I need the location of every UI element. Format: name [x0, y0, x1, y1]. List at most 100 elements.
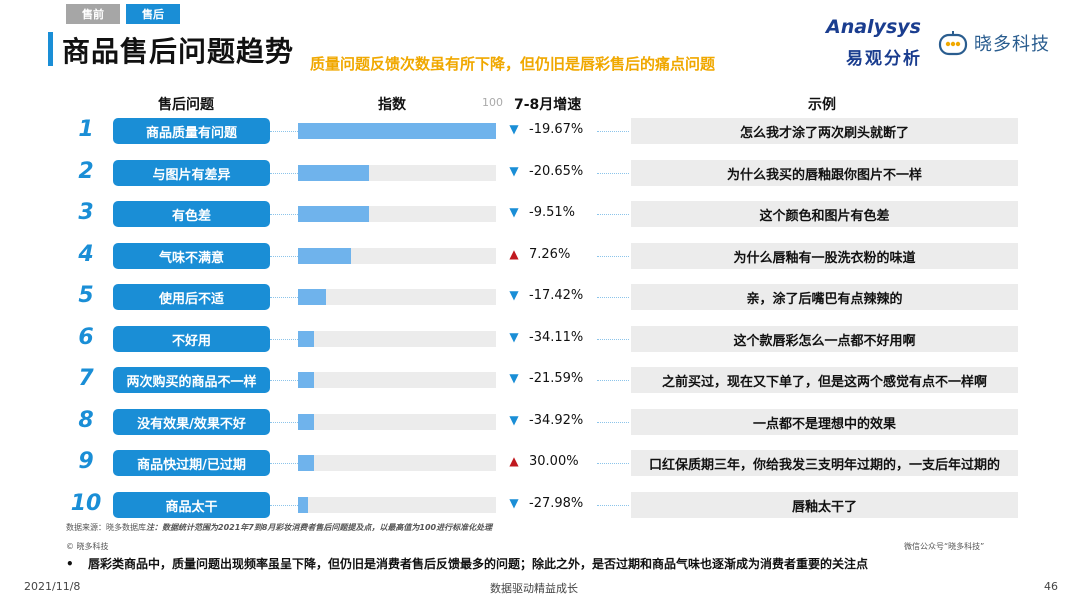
- rank-number: 10: [70, 491, 102, 516]
- index-bar: [298, 289, 326, 305]
- section-tabs: 售前 售后: [66, 4, 180, 24]
- rank-number: 3: [78, 200, 94, 225]
- leader-line: [270, 463, 298, 464]
- growth-value: -20.65%: [529, 164, 584, 179]
- column-header-example: 示例: [808, 97, 836, 113]
- bar-track: [298, 372, 496, 388]
- analysys-logo: Analysys 易观分析: [826, 16, 930, 72]
- leader-line: [270, 380, 298, 381]
- leader-line: [270, 339, 298, 340]
- growth-value: -34.11%: [529, 330, 584, 345]
- bar-track: [298, 206, 496, 222]
- report-date: 2021/11/8: [24, 580, 81, 593]
- source-note: 注：数据统计范围为2021年7到8月彩妆消费者售后问题提及点，以最高值为100进…: [146, 523, 493, 532]
- growth-value: -19.67%: [529, 122, 584, 137]
- index-bar: [298, 414, 314, 430]
- bar-track: [298, 248, 496, 264]
- leader-line: [597, 297, 629, 298]
- leader-line: [270, 505, 298, 506]
- issue-label-button[interactable]: 有色差: [113, 201, 270, 227]
- data-source: 数据来源：晓多数据库注：数据统计范围为2021年7到8月彩妆消费者售后问题提及点…: [66, 522, 492, 533]
- leader-line: [597, 256, 629, 257]
- headline: 质量问题反馈次数虽有所下降，但仍旧是唇彩售后的痛点问题: [310, 55, 716, 73]
- axis-max-label: 100: [482, 96, 503, 109]
- xiaoduo-logo-text: 晓多科技: [974, 34, 1050, 55]
- index-bar: [298, 331, 314, 347]
- index-bar: [298, 206, 370, 222]
- summary-bullet: • 唇彩类商品中，质量问题出现频率虽呈下降，但仍旧是消费者售后反馈最多的问题；除此…: [66, 555, 868, 572]
- robot-icon: [938, 31, 968, 56]
- wechat-account: 微信公众号“晓多科技”: [904, 542, 985, 551]
- xiaoduo-logo: 晓多科技: [938, 30, 1050, 56]
- rank-number: 1: [78, 117, 94, 142]
- example-quote: 这个颜色和图片有色差: [631, 201, 1018, 227]
- summary-text: 唇彩类商品中，质量问题出现频率虽呈下降，但仍旧是消费者售后反馈最多的问题；除此之…: [88, 557, 869, 571]
- analysys-logo-cn: 易观分析: [846, 49, 922, 69]
- leader-line: [270, 214, 298, 215]
- growth-value: 30.00%: [529, 454, 579, 469]
- trend-up-icon: ▲: [509, 454, 519, 468]
- index-bar: [298, 123, 496, 139]
- trend-down-icon: ▼: [509, 330, 519, 344]
- bar-track: [298, 123, 496, 139]
- leader-line: [270, 256, 298, 257]
- leader-line: [270, 173, 298, 174]
- bar-track: [298, 165, 496, 181]
- example-quote: 为什么唇釉有一股洗衣粉的味道: [631, 243, 1018, 269]
- index-bar: [298, 372, 314, 388]
- leader-line: [597, 339, 629, 340]
- growth-value: -17.42%: [529, 288, 584, 303]
- issue-label-button[interactable]: 两次购买的商品不一样: [113, 367, 270, 393]
- rank-number: 9: [78, 449, 94, 474]
- index-bar: [298, 248, 352, 264]
- growth-value: -27.98%: [529, 496, 584, 511]
- example-quote: 这个款唇彩怎么一点都不好用啊: [631, 326, 1018, 352]
- growth-value: -9.51%: [529, 205, 575, 220]
- rank-number: 7: [78, 366, 94, 391]
- bar-track: [298, 331, 496, 347]
- leader-line: [597, 173, 629, 174]
- tab-presale[interactable]: 售前: [66, 4, 120, 24]
- source-label: 数据来源：晓多数据库: [66, 523, 146, 532]
- trend-down-icon: ▼: [509, 288, 519, 302]
- issue-label-button[interactable]: 气味不满意: [113, 243, 270, 269]
- page-number: 46: [1044, 580, 1058, 593]
- analysys-logo-word: Analysys: [826, 16, 921, 38]
- trend-down-icon: ▼: [509, 122, 519, 136]
- column-header-issue: 售后问题: [158, 97, 214, 113]
- leader-line: [597, 131, 629, 132]
- issue-label-button[interactable]: 商品质量有问题: [113, 118, 270, 144]
- copyright: © 晓多科技: [66, 542, 109, 551]
- rank-number: 4: [78, 242, 94, 267]
- issue-label-button[interactable]: 商品快过期/已过期: [113, 450, 270, 476]
- trend-up-icon: ▲: [509, 247, 519, 261]
- title-accent-bar: [48, 32, 53, 66]
- issue-label-button[interactable]: 使用后不适: [113, 284, 270, 310]
- leader-line: [597, 463, 629, 464]
- bar-track: [298, 414, 496, 430]
- bar-track: [298, 497, 496, 513]
- issue-label-button[interactable]: 与图片有差异: [113, 160, 270, 186]
- tab-aftersale[interactable]: 售后: [126, 4, 180, 24]
- growth-value: -34.92%: [529, 413, 584, 428]
- index-bar: [298, 497, 308, 513]
- leader-line: [270, 422, 298, 423]
- example-quote: 唇釉太干了: [631, 492, 1018, 518]
- example-quote: 怎么我才涂了两次刷头就断了: [631, 118, 1018, 144]
- bar-track: [298, 289, 496, 305]
- issue-label-button[interactable]: 不好用: [113, 326, 270, 352]
- leader-line: [597, 380, 629, 381]
- example-quote: 之前买过，现在又下单了，但是这两个感觉有点不一样啊: [631, 367, 1018, 393]
- leader-line: [597, 422, 629, 423]
- issue-label-button[interactable]: 商品太干: [113, 492, 270, 518]
- example-quote: 口红保质期三年，你给我发三支明年过期的，一支后年过期的: [631, 450, 1018, 476]
- bar-track: [298, 455, 496, 471]
- leader-line: [270, 297, 298, 298]
- rank-number: 5: [78, 283, 94, 308]
- issue-label-button[interactable]: 没有效果/效果不好: [113, 409, 270, 435]
- rank-number: 8: [78, 408, 94, 433]
- index-bar: [298, 165, 370, 181]
- trend-down-icon: ▼: [509, 164, 519, 178]
- page-title: 商品售后问题趋势: [62, 35, 295, 68]
- trend-down-icon: ▼: [509, 413, 519, 427]
